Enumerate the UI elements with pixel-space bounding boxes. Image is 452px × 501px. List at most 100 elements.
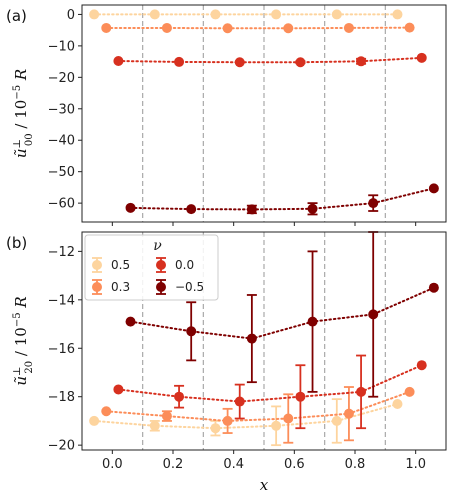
y-tick-label: −40 [48, 134, 75, 149]
data-point [343, 408, 354, 419]
data-point [234, 396, 245, 407]
panel-label: (b) [6, 234, 27, 252]
data-point [222, 23, 233, 34]
series-2 [113, 52, 427, 68]
series-2 [113, 354, 427, 430]
data-point [174, 391, 185, 402]
data-point [149, 9, 160, 20]
y-tick-label: −12 [48, 245, 75, 260]
data-point [246, 333, 257, 344]
panel-label: (a) [6, 7, 27, 25]
data-point [149, 420, 160, 431]
data-point [125, 202, 136, 213]
data-point [101, 22, 112, 33]
series-line [117, 364, 423, 403]
data-point [283, 413, 294, 424]
x-tick-label: 0.6 [284, 457, 305, 472]
x-tick-label: 0.2 [163, 457, 184, 472]
data-point [89, 9, 100, 20]
y-tick-label: −60 [48, 197, 75, 212]
data-point [356, 386, 367, 397]
y-tick-label: −20 [48, 439, 75, 454]
y-tick-label: −50 [48, 165, 75, 180]
data-point [331, 415, 342, 426]
data-point [113, 384, 124, 395]
plot-frame [81, 231, 447, 451]
data-point [356, 56, 367, 67]
y-tick-label: −14 [48, 293, 75, 308]
x-tick-label: 0.4 [223, 457, 244, 472]
panel-a: 0 −10 −20 −30 −40 −50 −60 (a) ũ⊥00 / 10−5 R [6, 4, 447, 226]
data-point [186, 326, 197, 337]
data-point [101, 406, 112, 417]
data-point [271, 420, 282, 431]
series-1 [101, 386, 415, 444]
x-tick-label: 0.0 [102, 457, 123, 472]
y-tick-label: −20 [48, 71, 75, 86]
data-point [246, 204, 257, 215]
y-tick-label: 0 [67, 8, 75, 23]
data-point [392, 9, 403, 20]
legend-marker [92, 282, 102, 292]
data-point [368, 309, 379, 320]
series-line [129, 187, 435, 211]
data-point [295, 391, 306, 402]
data-point [295, 57, 306, 68]
legend-marker [156, 282, 166, 292]
legend-label: 0.3 [111, 280, 130, 294]
series-1 [101, 22, 415, 34]
legend-label: −0.5 [175, 280, 204, 294]
data-point [210, 9, 221, 20]
data-point [368, 198, 379, 209]
data-point [404, 386, 415, 397]
y-tick-label: −16 [48, 342, 75, 357]
legend-label: 0.0 [175, 258, 194, 272]
series-0 [89, 9, 403, 20]
series-line [129, 286, 435, 340]
series-3 [125, 183, 439, 216]
data-point [404, 22, 415, 33]
data-point [125, 316, 136, 327]
data-point [161, 22, 172, 33]
legend-box [84, 234, 219, 301]
data-point [416, 52, 427, 63]
data-point [113, 55, 124, 66]
data-point [174, 56, 185, 67]
x-tick-label: 0.8 [345, 457, 366, 472]
data-point [307, 316, 318, 327]
y-tick-label: −10 [48, 39, 75, 54]
data-point [428, 183, 439, 194]
series-line [105, 390, 411, 422]
legend-marker [92, 260, 102, 270]
plot-frame [81, 4, 447, 223]
legend-label: 0.5 [111, 258, 130, 272]
series-3 [125, 231, 439, 398]
data-point [89, 415, 100, 426]
data-point [210, 423, 221, 434]
data-point [392, 398, 403, 409]
data-point [186, 204, 197, 215]
x-axis-title: x [260, 476, 269, 494]
y-tick-label: −30 [48, 102, 75, 117]
y-axis-title: ũ⊥00 / 10−5 R [12, 69, 35, 158]
data-point [161, 411, 172, 422]
data-point [416, 360, 427, 371]
y-tick-label: −18 [48, 390, 75, 405]
data-point [271, 9, 282, 20]
data-point [222, 415, 233, 426]
data-point [343, 22, 354, 33]
legend: ν 0.5 0.3 0.0 −0.5 [84, 234, 219, 301]
legend-title: ν [153, 238, 162, 254]
legend-marker [156, 260, 166, 270]
series-line [117, 56, 423, 64]
x-tick-label: 1.0 [405, 457, 426, 472]
data-point [307, 203, 318, 214]
data-point [428, 282, 439, 293]
panel-b: −12 −14 −16 −18 −20 0.0 0.2 0.4 0.6 0.8 1.0 (b) ũ⊥20… [6, 231, 447, 494]
series-line [105, 26, 411, 30]
data-point [234, 57, 245, 68]
y-axis-title: ũ⊥20 / 10−5 R [12, 296, 35, 385]
data-point [283, 23, 294, 34]
data-point [331, 9, 342, 20]
